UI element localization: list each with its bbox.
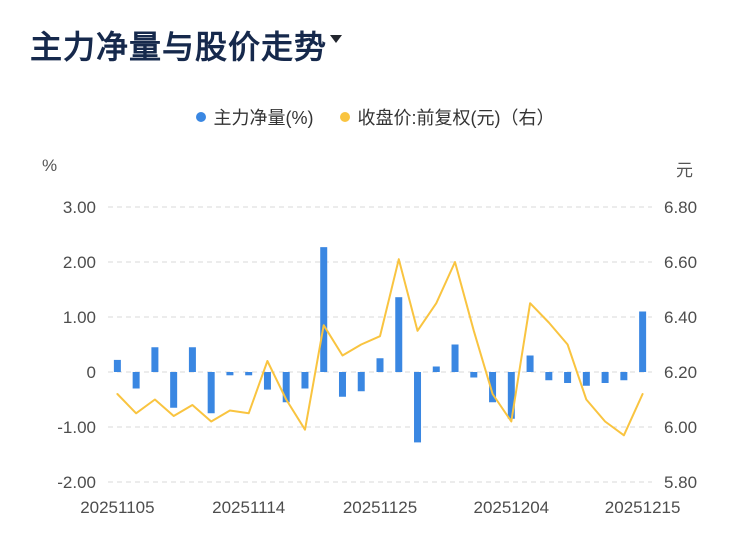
svg-text:-1.00: -1.00 [57,418,96,437]
svg-text:20251204: 20251204 [473,498,549,517]
right-axis-tick-labels: 6.80 6.60 6.40 6.20 6.00 5.80 [664,198,697,492]
svg-text:-2.00: -2.00 [57,473,96,492]
bar-20251128[interactable] [432,366,440,373]
bar-20251209[interactable] [564,372,572,383]
bar-20251121[interactable] [338,372,346,397]
bar-20251114[interactable] [245,372,253,376]
bar-20251105[interactable] [113,359,121,372]
bar-20251201[interactable] [451,344,459,373]
bar-20251117[interactable] [263,372,271,390]
bar-20251118[interactable] [282,372,290,403]
bar-20251107[interactable] [151,347,159,372]
legend: 主力净量(%) 收盘价:前复权(元)（右） [0,104,750,130]
bar-20251120[interactable] [320,247,328,372]
bar-20251106[interactable] [132,372,140,389]
bar-20251205[interactable] [526,355,534,373]
bar-20251208[interactable] [545,372,553,381]
x-axis-labels: 20251105 20251114 20251125 20251204 20251215 [80,498,680,517]
bar-20251127[interactable] [414,372,422,443]
bar-20251119[interactable] [301,372,309,389]
svg-text:5.80: 5.80 [664,473,697,492]
svg-text:20251105: 20251105 [80,498,154,517]
price-line [116,258,644,437]
grid-lines [108,206,652,483]
bar-20251202[interactable] [470,372,478,378]
bar-20251204[interactable] [507,372,515,419]
svg-text:2.00: 2.00 [63,253,96,272]
bar-20251215[interactable] [639,311,647,373]
svg-text:6.40: 6.40 [664,308,697,327]
bar-20251212[interactable] [620,372,628,381]
right-axis-unit-label: 元 [676,161,693,180]
title-caret-icon [330,35,343,43]
svg-text:6.20: 6.20 [664,363,697,382]
bar-20251126[interactable] [395,297,403,372]
legend-item-close-price[interactable]: 收盘价:前复权(元)（右） [339,104,555,130]
left-axis-tick-labels: 3.00 2.00 1.00 0 -1.00 -2.00 [57,198,96,492]
bar-20251125[interactable] [376,358,384,372]
title-row: 主力净量与股价走势 [30,29,343,65]
svg-text:0: 0 [87,363,96,382]
legend-dot-yellow-icon [339,112,350,122]
bar-20251124[interactable] [357,372,365,392]
page-title: 主力净量与股价走势 [30,29,328,65]
legend-label-close-price: 收盘价:前复权(元)（右） [357,108,555,128]
left-axis-unit-label: % [42,156,58,175]
bar-20251203[interactable] [489,372,497,403]
bar-20251113[interactable] [226,372,234,376]
svg-text:1.00: 1.00 [63,308,96,327]
svg-text:3.00: 3.00 [63,198,96,217]
bar-20251111[interactable] [188,347,196,372]
svg-text:6.80: 6.80 [664,198,697,217]
bar-20251210[interactable] [582,372,590,386]
bar-20251112[interactable] [207,372,215,414]
svg-text:6.00: 6.00 [664,418,697,437]
svg-text:20251125: 20251125 [343,498,417,517]
bar-series-main-net-volume [113,247,647,443]
bar-20251211[interactable] [601,372,609,383]
legend-label-main-net-volume: 主力净量(%) [213,108,314,128]
svg-text:6.60: 6.60 [664,253,697,272]
svg-text:20251114: 20251114 [212,498,285,517]
legend-dot-blue-icon [195,112,206,122]
legend-item-main-net-volume[interactable]: 主力净量(%) [195,104,314,130]
svg-text:20251215: 20251215 [605,498,681,517]
bar-20251110[interactable] [170,372,178,408]
